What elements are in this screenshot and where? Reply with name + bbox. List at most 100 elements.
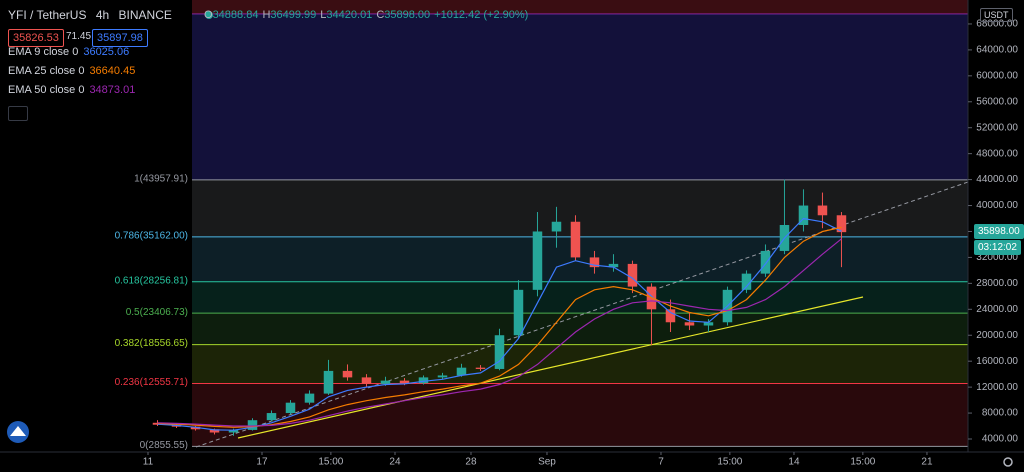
y-tick-label: 52000.00 bbox=[976, 122, 1018, 133]
y-tick-label: 24000.00 bbox=[976, 304, 1018, 315]
legend-value: 36640.45 bbox=[89, 65, 136, 77]
bid-box[interactable]: 35826.53 bbox=[8, 29, 64, 47]
y-tick-label: 16000.00 bbox=[976, 356, 1018, 367]
candle-body bbox=[532, 231, 543, 290]
candle-body bbox=[323, 370, 334, 394]
candle-body bbox=[589, 257, 600, 268]
ohlc-key: H bbox=[262, 9, 271, 21]
x-tick-label: 11 bbox=[143, 457, 154, 468]
candle-body bbox=[380, 380, 391, 384]
fib-zone bbox=[192, 383, 968, 447]
candle-body bbox=[551, 221, 562, 232]
symbol: YFI / TetherUS bbox=[8, 8, 87, 22]
x-tick-label: 28 bbox=[465, 457, 477, 468]
candle-body bbox=[741, 273, 752, 290]
candle-body bbox=[342, 370, 353, 378]
plot bbox=[152, 179, 847, 436]
candle-body bbox=[475, 367, 486, 369]
ohlc-value: 36499.99 bbox=[270, 9, 317, 21]
settings-icon[interactable] bbox=[1003, 457, 1013, 467]
candle-body bbox=[437, 375, 448, 378]
x-tick-label: 21 bbox=[921, 457, 933, 468]
y-tick-label: 28000.00 bbox=[976, 278, 1018, 289]
ohlc-key: O bbox=[204, 9, 213, 21]
interval: 4h bbox=[95, 8, 110, 22]
ohlc-key: L bbox=[320, 9, 327, 21]
logo-mark bbox=[10, 426, 26, 436]
candle-body bbox=[817, 205, 828, 216]
fib-label: 0.236(12555.71) bbox=[115, 377, 188, 388]
candle-body bbox=[760, 250, 771, 274]
fib-zone bbox=[192, 14, 968, 180]
fib-zone-top bbox=[192, 0, 968, 14]
candle-body bbox=[285, 402, 296, 414]
candle-body bbox=[703, 322, 714, 326]
candle-body bbox=[608, 263, 619, 268]
fib-lines: 1(43957.91) 0.786(35162.00) 0.618(28256.81… bbox=[115, 174, 968, 451]
status-dot bbox=[205, 11, 214, 19]
candle-body bbox=[361, 377, 372, 384]
y-tick-label: 56000.00 bbox=[976, 96, 1018, 107]
legend-name: EMA 50 close 0 bbox=[8, 84, 85, 96]
ema-line bbox=[157, 238, 842, 427]
x-tick-label: 15:00 bbox=[318, 457, 343, 468]
legend-entry: EMA 25 close 0 36640.45 bbox=[8, 65, 135, 77]
exchange: BINANCE bbox=[118, 8, 172, 22]
x-tick-label: 15:00 bbox=[717, 457, 742, 468]
x-tick-label: 24 bbox=[389, 457, 401, 468]
candle-body bbox=[513, 289, 524, 336]
fib-label: 0.5(23406.73) bbox=[126, 307, 188, 318]
candle-body bbox=[836, 215, 847, 233]
legend-name: EMA 9 close 0 bbox=[8, 46, 79, 58]
fib-zones bbox=[192, 14, 968, 447]
candle-body bbox=[570, 221, 581, 258]
collapse-button[interactable] bbox=[8, 106, 28, 121]
fib-label: 0.618(28256.81) bbox=[115, 275, 188, 286]
ohlc-value: 35898.00 bbox=[384, 9, 431, 21]
fib-zone bbox=[192, 344, 968, 384]
x-tick-label: 7 bbox=[658, 457, 664, 468]
y-tick-label: 20000.00 bbox=[976, 330, 1018, 341]
y-tick-label: 12000.00 bbox=[976, 382, 1018, 393]
y-tick-label: 60000.00 bbox=[976, 70, 1018, 81]
candle-body bbox=[418, 377, 429, 384]
x-tick-label: 15:00 bbox=[850, 457, 875, 468]
y-tick-label: 40000.00 bbox=[976, 200, 1018, 211]
symbol-header: YFI / TetherUS 4h BINANCE bbox=[8, 8, 214, 22]
legend-entry: EMA 50 close 0 34873.01 bbox=[8, 84, 135, 96]
fib-label: 0(2855.55) bbox=[140, 440, 188, 451]
trend-line bbox=[237, 296, 864, 439]
candle-body bbox=[209, 429, 220, 433]
last-price: 35898.00 bbox=[974, 224, 1024, 240]
candle-body bbox=[665, 309, 676, 323]
fib-label: 0.786(35162.00) bbox=[115, 231, 188, 242]
candle-body bbox=[456, 367, 467, 376]
legend-value: 34873.01 bbox=[89, 84, 136, 96]
ohlc-row: O34888.84 H36499.99 L34420.01 C35898.00 +101… bbox=[204, 9, 528, 21]
y-tick-label: 4000.00 bbox=[982, 434, 1019, 445]
ask-box[interactable]: 35897.98 bbox=[92, 29, 148, 47]
candle-body bbox=[684, 322, 695, 326]
countdown: 03:12:02 bbox=[974, 240, 1021, 256]
ema-line bbox=[157, 217, 842, 431]
ohlc-key: C bbox=[376, 9, 385, 21]
ohlc-value: 34888.84 bbox=[212, 9, 259, 21]
legend-entry: EMA 9 close 0 36025.06 bbox=[8, 46, 129, 58]
candle-body bbox=[399, 380, 410, 384]
y-tick-label: 68000.00 bbox=[976, 19, 1018, 30]
x-tick-label: 17 bbox=[256, 457, 268, 468]
y-tick-label: 64000.00 bbox=[976, 45, 1018, 56]
y-tick-label: 44000.00 bbox=[976, 174, 1018, 185]
legend-value: 36025.06 bbox=[83, 46, 130, 58]
candle-body bbox=[304, 393, 315, 403]
currency[interactable]: USDT bbox=[980, 8, 1013, 22]
y-tick-label: 8000.00 bbox=[982, 408, 1019, 419]
fib-label: 1(43957.91) bbox=[134, 174, 188, 185]
candle-body bbox=[798, 205, 809, 225]
axes: 4000.00 8000.00 12000.00 16000.00 20000.00 24… bbox=[143, 19, 1019, 468]
candle-body bbox=[228, 429, 239, 433]
x-tick-label: Sep bbox=[538, 457, 556, 468]
ohlc-value: 34420.01 bbox=[326, 9, 373, 21]
